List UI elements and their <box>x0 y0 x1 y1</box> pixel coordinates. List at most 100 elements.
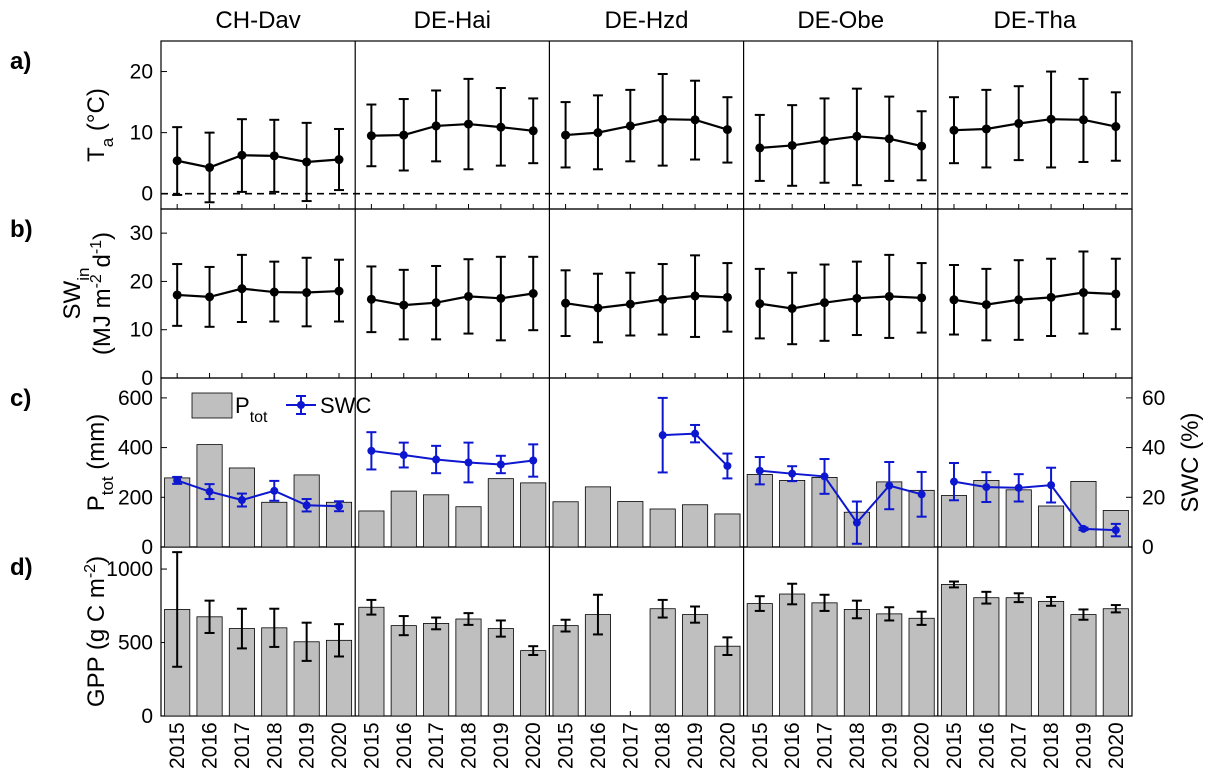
swc-point <box>788 469 797 478</box>
data-point <box>399 300 409 310</box>
x-tick-label-year: 2019 <box>684 722 707 769</box>
x-tick-label-year: 2016 <box>393 722 416 769</box>
x-tick-label-year: 2020 <box>716 722 739 769</box>
series-line <box>176 154 340 169</box>
gpp-bar <box>779 593 806 717</box>
ptot-bar <box>714 513 741 548</box>
data-point <box>852 131 862 141</box>
ptot-bar <box>487 478 514 548</box>
series-a-de-hzd <box>560 72 733 171</box>
ptot-bar <box>649 508 676 548</box>
data-point <box>690 291 700 301</box>
data-point <box>722 125 732 135</box>
swc-point <box>205 487 214 496</box>
x-tick-label-year: 2018 <box>263 722 286 769</box>
data-point <box>1014 118 1024 128</box>
panel-d-frame <box>160 546 1133 717</box>
data-point <box>1046 114 1056 124</box>
data-point <box>528 126 538 136</box>
series-line <box>759 295 922 310</box>
data-point <box>755 299 765 309</box>
series-a-de-tha <box>948 70 1121 169</box>
swc-point <box>755 466 764 475</box>
data-point <box>237 150 247 160</box>
x-tick-label-year: 2015 <box>360 722 383 769</box>
swc-point <box>852 518 861 527</box>
gpp-bar <box>358 606 385 717</box>
gpp-bar <box>552 625 579 717</box>
ptot-bar <box>455 506 482 548</box>
gpp-bar <box>1102 608 1129 717</box>
swc-point <box>367 446 376 455</box>
y-tick-label: 0 <box>141 536 153 559</box>
data-point <box>949 295 959 305</box>
y-right-axis-label: SWC (%) <box>1177 413 1204 513</box>
y-right-tick-label: 0 <box>1142 536 1154 559</box>
series-line <box>371 122 534 137</box>
y-tick-label: 10 <box>130 122 153 145</box>
site-title-de-hai: DE-Hai <box>414 7 491 34</box>
y-tick-label: 20 <box>130 270 153 293</box>
x-tick-label-year: 2019 <box>878 722 901 769</box>
data-point <box>561 130 571 140</box>
series-d-de-hzd <box>552 593 741 717</box>
ptot-bar <box>682 504 709 548</box>
swc-point <box>820 472 829 481</box>
ptot-bar <box>552 501 579 548</box>
gpp-bar <box>1070 614 1097 717</box>
gpp-bar <box>940 584 968 717</box>
gpp-bar <box>423 623 450 717</box>
data-point <box>593 128 603 138</box>
data-point <box>625 299 635 309</box>
series-b-de-hzd <box>560 254 733 344</box>
swc-point <box>723 461 732 470</box>
ptot-bar <box>520 482 547 548</box>
series-d-de-hai <box>358 598 547 717</box>
series-d-de-obe <box>746 582 935 717</box>
series-line <box>953 118 1117 132</box>
data-point <box>237 284 247 294</box>
ptot-bar <box>584 486 611 548</box>
y-tick-label: 10 <box>130 319 153 342</box>
ptot-bar <box>1070 480 1097 548</box>
series-a-ch-dav <box>172 118 345 204</box>
legend-ptot-swatch <box>191 392 233 419</box>
gpp-bar <box>843 609 870 717</box>
swc-point <box>1111 526 1120 535</box>
data-point <box>755 143 765 153</box>
panel-label-a: a) <box>10 48 31 75</box>
data-point <box>205 292 215 302</box>
y-axis-label-b-1: SWin <box>59 268 93 320</box>
swc-point <box>237 496 246 505</box>
swc-point <box>691 429 700 438</box>
data-point <box>917 293 927 303</box>
series-b-de-obe <box>754 253 927 346</box>
x-tick-label-year: 2015 <box>943 722 966 769</box>
y-right-tick-label: 40 <box>1142 437 1165 460</box>
swc-point <box>335 502 344 511</box>
gpp-bar <box>973 597 1000 717</box>
gpp-bar <box>1005 597 1032 717</box>
swc-point <box>885 481 894 490</box>
series-c-ch-dav <box>164 444 353 548</box>
x-tick-label-year: 2018 <box>457 722 480 769</box>
x-tick-label-year: 2016 <box>199 722 222 769</box>
panel-label-d: d) <box>10 554 33 581</box>
ptot-bar <box>423 494 450 548</box>
y-right-tick-label: 20 <box>1142 486 1165 509</box>
y-axis-label-a: Ta (°C) <box>83 88 117 162</box>
gpp-bar <box>682 614 709 717</box>
swc-point <box>432 455 441 464</box>
data-point <box>852 293 862 303</box>
data-point <box>172 156 182 166</box>
series-c-de-hai <box>358 431 547 548</box>
data-point <box>496 122 506 132</box>
data-point <box>366 294 376 304</box>
data-point <box>981 300 991 310</box>
x-tick-label-year: 2017 <box>425 722 448 769</box>
x-tick-label-year: 2019 <box>296 722 319 769</box>
swc-point <box>658 431 667 440</box>
series-line <box>953 291 1116 306</box>
data-point <box>1014 295 1024 305</box>
